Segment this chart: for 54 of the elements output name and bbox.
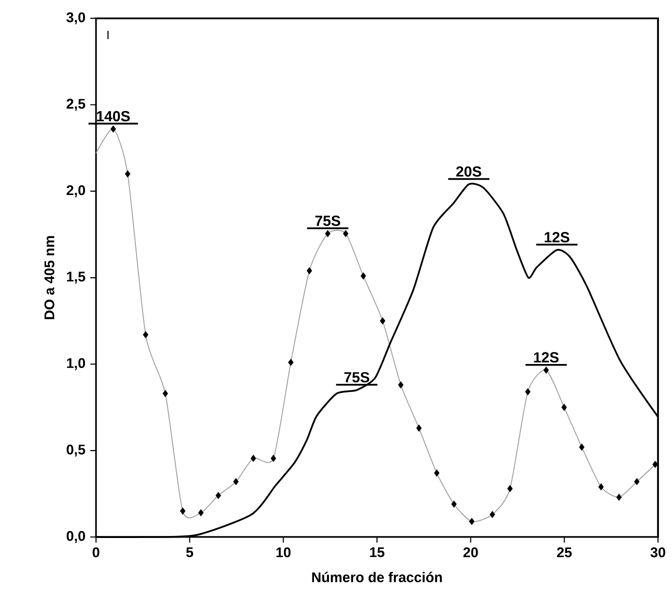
- y-tick-label: 0,0: [66, 531, 86, 543]
- y-tick-label: 0,5: [66, 444, 86, 457]
- point: [288, 358, 294, 366]
- point: [616, 494, 622, 501]
- y-tick-label: 2,5: [66, 98, 86, 111]
- point: [142, 331, 148, 338]
- annotation: I: [107, 30, 109, 40]
- point: [110, 126, 116, 132]
- annotation: 20S: [456, 166, 482, 177]
- point: [416, 424, 422, 432]
- point: [507, 485, 513, 492]
- point: [561, 404, 567, 411]
- point: [216, 492, 221, 499]
- point: [543, 366, 549, 374]
- point: [198, 509, 204, 516]
- point: [162, 390, 168, 397]
- x-tick-label: 10: [276, 547, 291, 558]
- annotation: 12S: [544, 232, 570, 242]
- x-tick-label: 15: [370, 547, 384, 558]
- point: [306, 267, 312, 274]
- x-tick-label: 0: [92, 547, 100, 558]
- point: [490, 511, 496, 518]
- x-axis-title: Número de fracción: [312, 572, 442, 582]
- point: [451, 500, 457, 508]
- point: [343, 230, 348, 238]
- annotation: 75S: [315, 216, 340, 226]
- x-tick-label: 20: [463, 547, 478, 558]
- y-tick-label: 1,0: [67, 358, 86, 370]
- point: [233, 478, 239, 486]
- y-tick-label: 2,0: [66, 185, 86, 198]
- point: [634, 478, 640, 486]
- x-tick-label: 25: [557, 547, 572, 558]
- annotation: 12S: [534, 352, 559, 363]
- x-tick-label: 5: [186, 547, 194, 558]
- x-tick-label: 30: [650, 547, 666, 558]
- point: [270, 454, 276, 462]
- point: [398, 381, 404, 388]
- point: [598, 483, 604, 490]
- point: [180, 508, 186, 515]
- point: [652, 460, 658, 468]
- y-tick-label: 1,5: [67, 272, 86, 284]
- point: [124, 170, 130, 178]
- point: [469, 518, 474, 525]
- y-axis-title: DO a 405 nm: [44, 236, 54, 320]
- point: [579, 444, 584, 451]
- point: [325, 230, 330, 238]
- point: [525, 388, 530, 396]
- point: [250, 454, 256, 462]
- point: [360, 272, 366, 280]
- y-tick-label: 3,0: [66, 12, 86, 24]
- annotation: 140S: [97, 111, 130, 122]
- annotation: 75S: [344, 372, 370, 382]
- point: [434, 470, 440, 476]
- point: [380, 317, 386, 324]
